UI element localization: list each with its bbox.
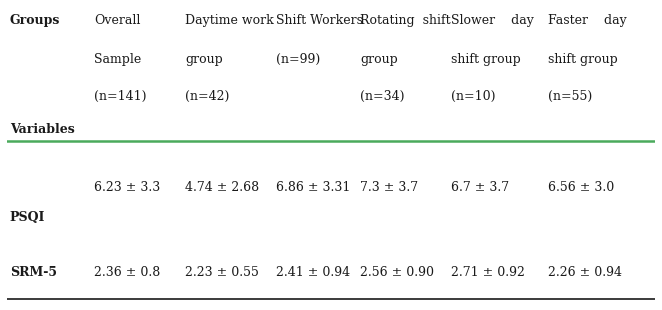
Text: Faster    day: Faster day bbox=[548, 14, 627, 27]
Text: Overall: Overall bbox=[94, 14, 140, 27]
Text: (n=55): (n=55) bbox=[548, 90, 592, 103]
Text: Shift Workers: Shift Workers bbox=[276, 14, 363, 27]
Text: 6.23 ± 3.3: 6.23 ± 3.3 bbox=[94, 181, 160, 194]
Text: 6.86 ± 3.31: 6.86 ± 3.31 bbox=[276, 181, 350, 194]
Text: 6.7 ± 3.7: 6.7 ± 3.7 bbox=[451, 181, 509, 194]
Text: group: group bbox=[185, 53, 223, 66]
Text: Rotating  shift: Rotating shift bbox=[360, 14, 451, 27]
Text: Groups: Groups bbox=[10, 14, 60, 27]
Text: 2.26 ± 0.94: 2.26 ± 0.94 bbox=[548, 266, 622, 279]
Text: SRM-5: SRM-5 bbox=[10, 266, 57, 279]
Text: Slower    day: Slower day bbox=[451, 14, 534, 27]
Text: 2.23 ± 0.55: 2.23 ± 0.55 bbox=[185, 266, 259, 279]
Text: (n=34): (n=34) bbox=[360, 90, 404, 103]
Text: (n=42): (n=42) bbox=[185, 90, 230, 103]
Text: 4.74 ± 2.68: 4.74 ± 2.68 bbox=[185, 181, 259, 194]
Text: group: group bbox=[360, 53, 398, 66]
Text: shift group: shift group bbox=[451, 53, 521, 66]
Text: 6.56 ± 3.0: 6.56 ± 3.0 bbox=[548, 181, 614, 194]
Text: Variables: Variables bbox=[10, 123, 75, 136]
Text: 2.36 ± 0.8: 2.36 ± 0.8 bbox=[94, 266, 160, 279]
Text: shift group: shift group bbox=[548, 53, 618, 66]
Text: Sample: Sample bbox=[94, 53, 142, 66]
Text: (n=10): (n=10) bbox=[451, 90, 496, 103]
Text: Daytime work: Daytime work bbox=[185, 14, 274, 27]
Text: (n=141): (n=141) bbox=[94, 90, 147, 103]
Text: PSQI: PSQI bbox=[10, 211, 45, 224]
Text: (n=99): (n=99) bbox=[276, 53, 320, 66]
Text: 7.3 ± 3.7: 7.3 ± 3.7 bbox=[360, 181, 418, 194]
Text: 2.56 ± 0.90: 2.56 ± 0.90 bbox=[360, 266, 434, 279]
Text: 2.71 ± 0.92: 2.71 ± 0.92 bbox=[451, 266, 525, 279]
Text: 2.41 ± 0.94: 2.41 ± 0.94 bbox=[276, 266, 350, 279]
